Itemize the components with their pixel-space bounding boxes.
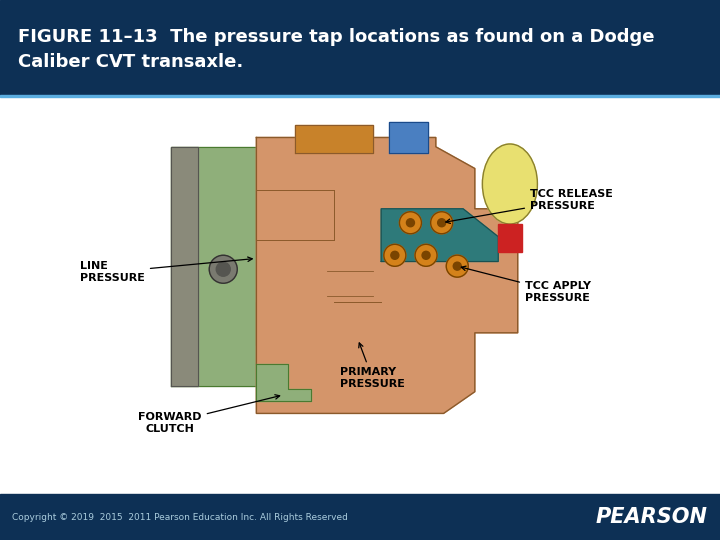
Polygon shape xyxy=(295,125,374,153)
Bar xyxy=(498,224,521,252)
Polygon shape xyxy=(256,364,311,401)
Circle shape xyxy=(454,262,462,270)
Text: FIGURE 11–13  The pressure tap locations as found on a Dodge
Caliber CVT transax: FIGURE 11–13 The pressure tap locations … xyxy=(18,28,654,71)
Circle shape xyxy=(216,262,230,276)
Polygon shape xyxy=(381,209,498,261)
Circle shape xyxy=(431,212,453,234)
Circle shape xyxy=(407,219,415,227)
Circle shape xyxy=(391,251,399,259)
Circle shape xyxy=(446,255,468,277)
Text: FORWARD
CLUTCH: FORWARD CLUTCH xyxy=(138,395,279,434)
Text: LINE
PRESSURE: LINE PRESSURE xyxy=(80,257,252,283)
Text: PRIMARY
PRESSURE: PRIMARY PRESSURE xyxy=(340,343,405,389)
Ellipse shape xyxy=(482,144,537,224)
Circle shape xyxy=(400,212,421,234)
Text: PEARSON: PEARSON xyxy=(596,507,708,527)
Circle shape xyxy=(210,255,238,284)
Polygon shape xyxy=(171,147,198,386)
Polygon shape xyxy=(389,122,428,153)
Text: Copyright © 2019  2015  2011 Pearson Education Inc. All Rights Reserved: Copyright © 2019 2015 2011 Pearson Educa… xyxy=(12,512,348,522)
Circle shape xyxy=(415,244,437,266)
Circle shape xyxy=(384,244,406,266)
Text: TCC APPLY
PRESSURE: TCC APPLY PRESSURE xyxy=(462,266,591,303)
Polygon shape xyxy=(171,147,295,386)
Text: TCC RELEASE
PRESSURE: TCC RELEASE PRESSURE xyxy=(446,189,613,224)
Polygon shape xyxy=(256,138,518,414)
Bar xyxy=(0,0,720,94)
Circle shape xyxy=(438,219,446,227)
Bar xyxy=(0,494,720,540)
Bar xyxy=(0,94,720,97)
Circle shape xyxy=(422,251,430,259)
Bar xyxy=(0,94,720,494)
